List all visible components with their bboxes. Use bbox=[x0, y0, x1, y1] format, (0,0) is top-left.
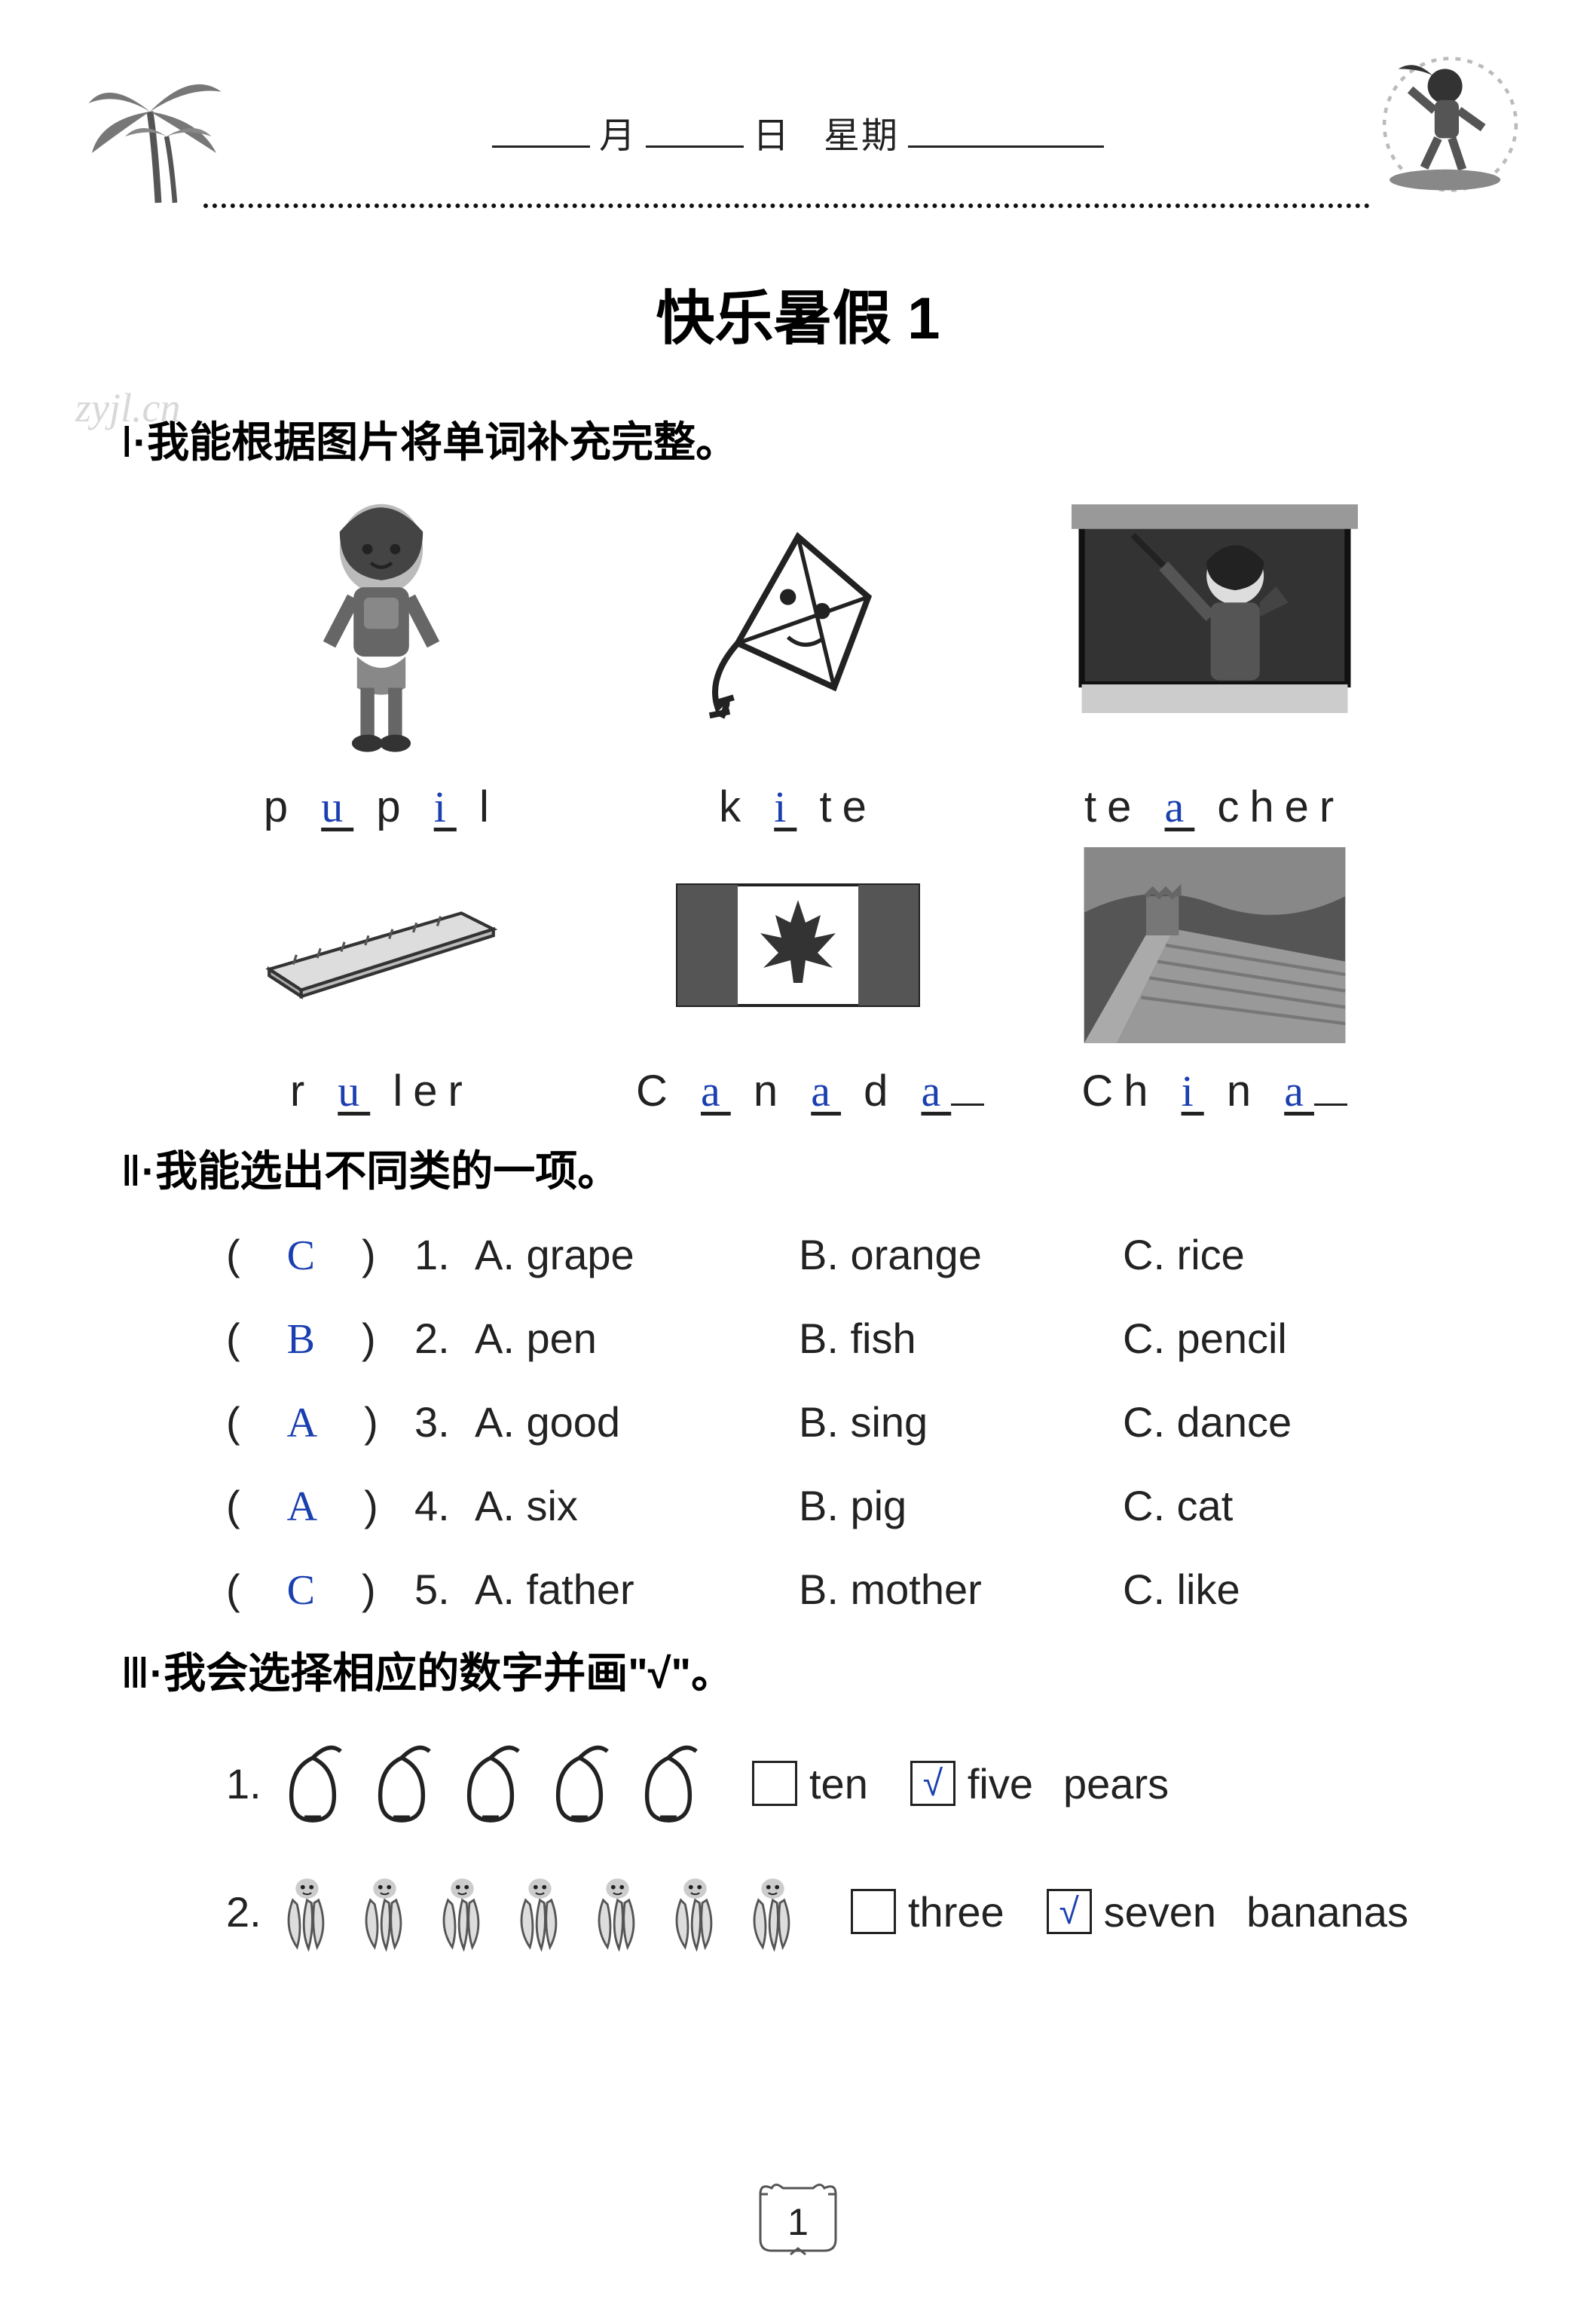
checkbox-three[interactable] bbox=[851, 1889, 896, 1934]
word-teacher: te a cher bbox=[1053, 782, 1377, 832]
cell-ruler: r u ler bbox=[219, 840, 543, 1116]
section1-row1: p u p i l k i te bbox=[173, 488, 1423, 832]
watermark-text: zyjl.cn bbox=[75, 384, 180, 431]
section1-row2: r u ler C a n a d a bbox=[173, 840, 1423, 1116]
cell-china: Ch i n a bbox=[1053, 840, 1377, 1116]
word-kite: k i te bbox=[636, 782, 960, 832]
ruler-icon bbox=[219, 840, 543, 1051]
date-line: 月 日 星期 bbox=[492, 106, 1104, 158]
q2-item-2: ( B ) 2. A. pen B. fish C. pencil bbox=[226, 1305, 1498, 1366]
q2-item-1: ( C ) 1. A. grape B. orange C. rice bbox=[226, 1221, 1498, 1282]
palm-tree-icon bbox=[75, 45, 241, 215]
page-number: 1 bbox=[745, 2200, 851, 2244]
page-title: 快乐暑假 1 bbox=[98, 271, 1498, 356]
q2-item-3: ( A ) 3. A. good B. sing C. dance bbox=[226, 1388, 1498, 1449]
section1-heading: Ⅰ·我能根据图片将单词补充完整。 bbox=[121, 409, 1498, 470]
page-badge-icon: 1 bbox=[745, 2179, 851, 2262]
dotted-separator bbox=[203, 204, 1370, 208]
q2-item-4: ( A ) 4. A. six B. pig C. cat bbox=[226, 1472, 1498, 1533]
weekday-blank[interactable] bbox=[908, 118, 1104, 148]
checkbox-seven[interactable]: √ bbox=[1047, 1889, 1092, 1934]
teacher-icon bbox=[1053, 488, 1377, 767]
checkbox-ten[interactable] bbox=[752, 1761, 797, 1806]
section2-heading: Ⅱ·我能选出不同类的一项。 bbox=[121, 1137, 1498, 1198]
canada-flag-icon bbox=[636, 840, 960, 1051]
word-canada: C a n a d a bbox=[636, 1066, 960, 1116]
banana-group bbox=[271, 1866, 809, 1957]
cell-kite: k i te bbox=[636, 488, 960, 832]
weekday-label: 星期 bbox=[824, 106, 899, 158]
month-blank[interactable] bbox=[492, 118, 590, 148]
month-label: 月 bbox=[599, 106, 637, 158]
pear-group bbox=[271, 1738, 710, 1829]
q2-item-5: ( C ) 5. A. father B. mother C. like bbox=[226, 1556, 1498, 1617]
day-blank[interactable] bbox=[646, 118, 744, 148]
page-footer: 1 bbox=[745, 2179, 851, 2266]
s3-item-1: 1. ten √ five pears bbox=[226, 1738, 1498, 1829]
cell-teacher: te a cher bbox=[1053, 488, 1377, 832]
section2-list: ( C ) 1. A. grape B. orange C. rice ( B … bbox=[226, 1221, 1498, 1617]
word-ruler: r u ler bbox=[219, 1066, 543, 1116]
word-pupil: p u p i l bbox=[219, 782, 543, 832]
section3-heading: Ⅲ·我会选择相应的数字并画"√"。 bbox=[121, 1639, 1498, 1700]
surfer-icon bbox=[1355, 38, 1528, 215]
cell-pupil: p u p i l bbox=[219, 488, 543, 832]
great-wall-icon bbox=[1053, 840, 1377, 1051]
page-header: 月 日 星期 bbox=[98, 60, 1498, 226]
girl-pupil-icon bbox=[219, 488, 543, 767]
checkbox-five[interactable]: √ bbox=[910, 1761, 955, 1806]
day-label: 日 bbox=[753, 106, 790, 158]
s3-item-2: 2. three √ seven bananas bbox=[226, 1866, 1498, 1957]
kite-icon bbox=[636, 488, 960, 767]
word-china: Ch i n a bbox=[1053, 1066, 1377, 1116]
cell-canada: C a n a d a bbox=[636, 840, 960, 1116]
